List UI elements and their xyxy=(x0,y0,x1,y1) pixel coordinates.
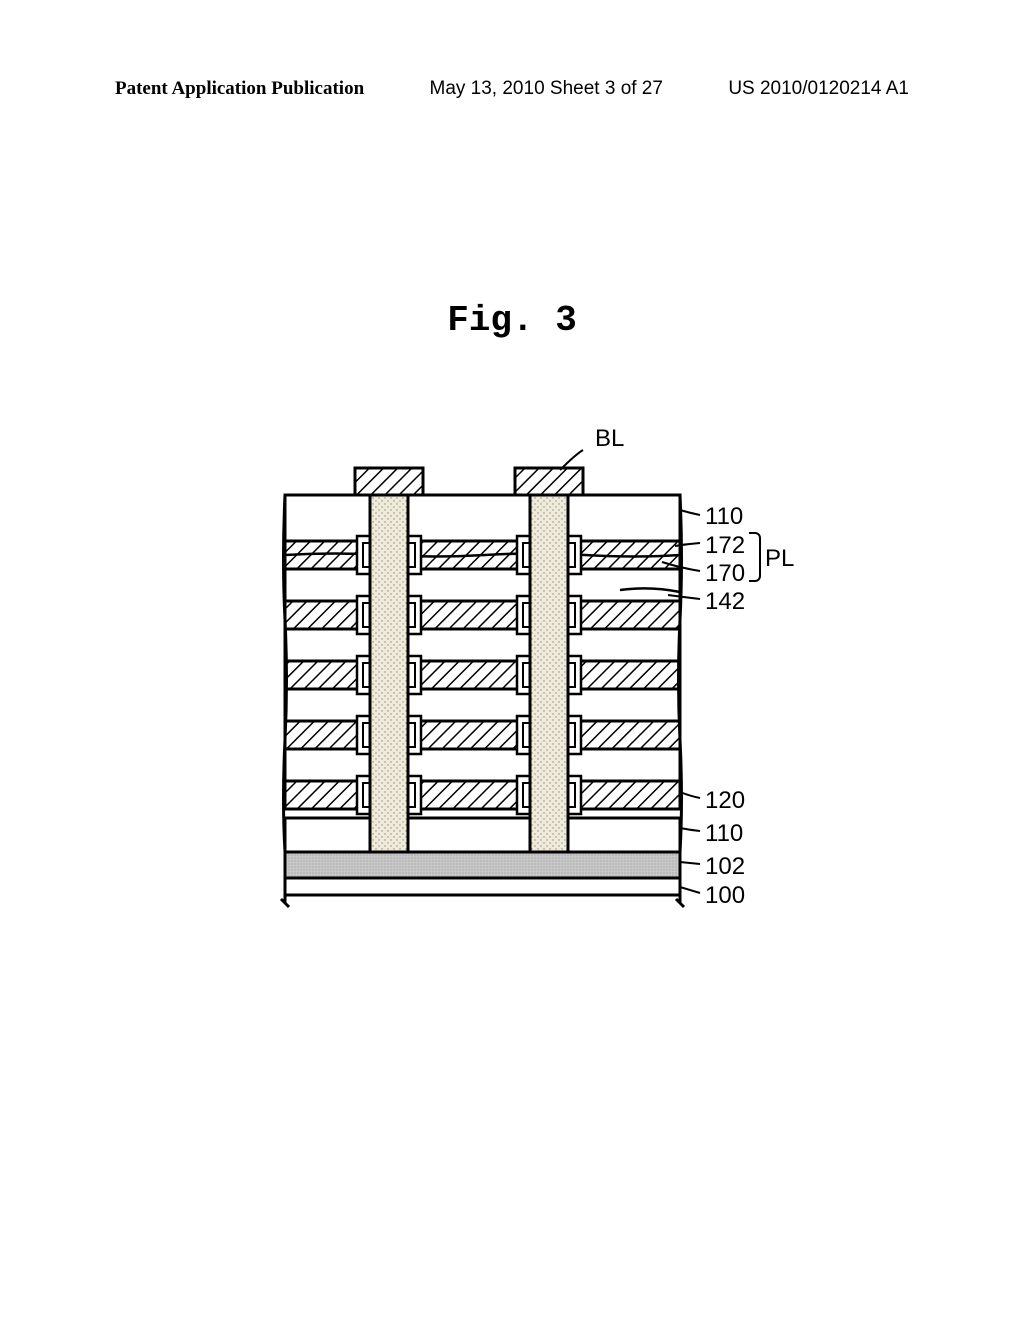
label-170: 170 xyxy=(705,560,745,588)
header-left: Patent Application Publication xyxy=(115,78,364,100)
pillar-2 xyxy=(517,495,581,852)
figure-title: Fig. 3 xyxy=(447,300,577,341)
label-172: 172 xyxy=(705,532,745,560)
label-110-bottom: 110 xyxy=(705,820,743,848)
bl-cap-2 xyxy=(515,468,583,495)
diagram-container: BL 110 172 170 PL 142 120 110 102 100 xyxy=(255,440,795,910)
hatch-layer-4 xyxy=(285,721,680,749)
label-100: 100 xyxy=(705,882,745,910)
hatch-layer-2 xyxy=(285,601,680,629)
pl-bracket xyxy=(749,532,761,582)
pillar-1 xyxy=(357,495,421,852)
page-header: Patent Application Publication May 13, 2… xyxy=(0,78,1024,100)
label-120: 120 xyxy=(705,787,745,815)
header-center: May 13, 2010 Sheet 3 of 27 xyxy=(430,78,663,100)
label-bl: BL xyxy=(595,425,624,453)
bl-cap-1 xyxy=(355,468,423,495)
header-right: US 2010/0120214 A1 xyxy=(728,78,909,100)
hatch-layer-5 xyxy=(285,781,680,809)
hatch-layer-3 xyxy=(285,661,680,689)
label-142: 142 xyxy=(705,588,745,616)
label-110-top: 110 xyxy=(705,503,743,531)
label-pl: PL xyxy=(765,545,794,573)
label-102: 102 xyxy=(705,853,745,881)
